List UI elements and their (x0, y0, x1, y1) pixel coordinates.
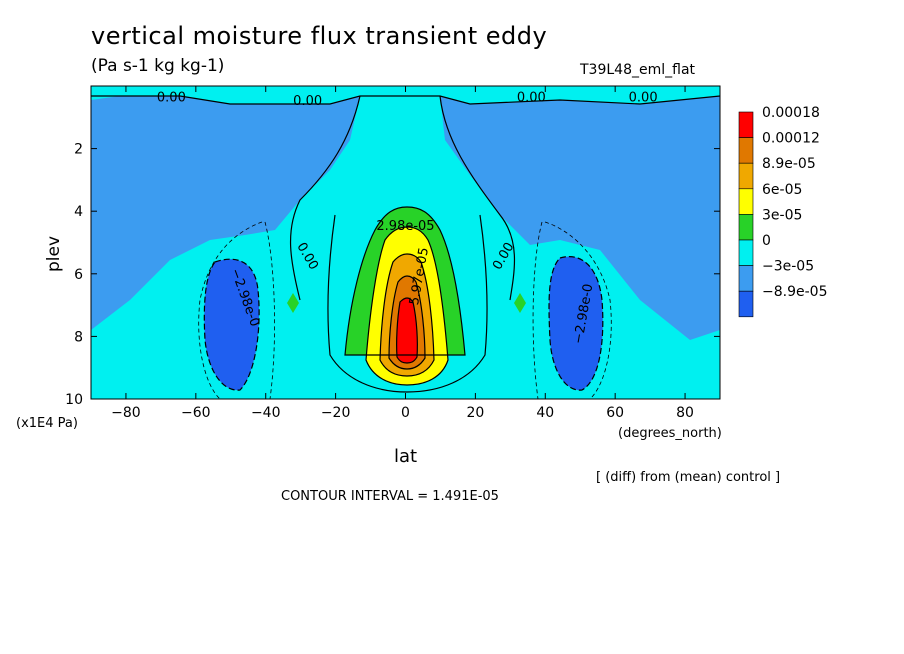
x-tick-label: 80 (676, 405, 694, 421)
legend-label: 3e-05 (762, 207, 802, 223)
contour-label: 0.00 (629, 91, 658, 106)
color-legend: 0.00018 0.00012 8.9e-05 6e-05 3e-05 0 −3e-05 −8… (738, 105, 827, 318)
legend-swatch (738, 265, 754, 292)
plot-area (91, 86, 720, 399)
legend-label: 0.00018 (762, 105, 820, 121)
contour-level-5 (396, 297, 418, 364)
x-axis-units: (degrees_north) (618, 426, 722, 441)
legend-label: 0 (762, 233, 771, 249)
contour-zero-plume (289, 95, 515, 301)
x-tick-label: 0 (401, 405, 410, 421)
x-tick-label: 20 (466, 405, 484, 421)
x-tick-label: 40 (536, 405, 554, 421)
legend-swatch (738, 188, 754, 215)
field-left-negative (204, 259, 260, 391)
contour-label: 2.98e-05 (376, 219, 434, 234)
x-tick-label: −60 (181, 405, 211, 421)
run-name: T39L48_eml_flat (580, 62, 696, 78)
legend-label: 8.9e-05 (762, 156, 816, 172)
field-right-negative (549, 256, 603, 391)
x-tick-label: 60 (606, 405, 624, 421)
legend-swatch (738, 111, 754, 138)
contour-right-negative (548, 256, 604, 391)
contour-level-4 (388, 275, 426, 370)
contour-label: 0.00 (293, 94, 322, 109)
field-left-diamond (287, 293, 299, 313)
x-axis-label: lat (394, 446, 418, 467)
contour-level-2 (365, 226, 449, 386)
y-tick-label: 4 (74, 204, 83, 220)
legend-swatch (738, 162, 754, 190)
legend-label: 0.00012 (762, 131, 820, 147)
x-tick-label: −20 (321, 405, 351, 421)
legend-swatch (738, 239, 754, 266)
chart-units: (Pa s-1 kg kg-1) (91, 56, 225, 76)
y-axis-units: (x1E4 Pa) (16, 416, 78, 431)
y-ticks: 2 4 6 8 10 (65, 142, 720, 408)
legend-label: −8.9e-05 (762, 284, 827, 300)
y-tick-label: 10 (65, 392, 83, 408)
contour-right-dashed-outer (532, 221, 612, 399)
contour-plume-outer (327, 214, 488, 393)
contour-label: 0.00 (517, 91, 546, 106)
legend-label: −3e-05 (762, 259, 814, 275)
contour-left-dashed-outer (198, 221, 275, 399)
y-tick-label: 6 (74, 267, 83, 283)
legend-swatch (738, 290, 754, 318)
contour-interval: CONTOUR INTERVAL = 1.491E-05 (281, 489, 499, 504)
contour-level-3 (379, 253, 435, 377)
x-ticks: −80 −60 −40 −20 0 20 40 60 80 (111, 86, 694, 421)
field-level-5 (396, 298, 418, 363)
x-tick-label: −40 (251, 405, 281, 421)
y-tick-label: 2 (74, 142, 83, 158)
diff-note: [ (diff) from (mean) control ] (596, 470, 781, 485)
legend-swatch (738, 137, 754, 164)
x-tick-label: −80 (111, 405, 141, 421)
y-tick-label: 8 (74, 329, 83, 345)
contour-label: 0.00 (157, 91, 186, 106)
contour-level-1 (344, 206, 466, 356)
field-right-diamond (514, 293, 526, 313)
chart-title: vertical moisture flux transient eddy (91, 22, 548, 50)
legend-label: 6e-05 (762, 182, 802, 198)
contour-left-negative (203, 258, 260, 391)
field-top-strip (91, 86, 720, 104)
contour-lines (91, 95, 720, 399)
legend-swatch (738, 214, 754, 241)
